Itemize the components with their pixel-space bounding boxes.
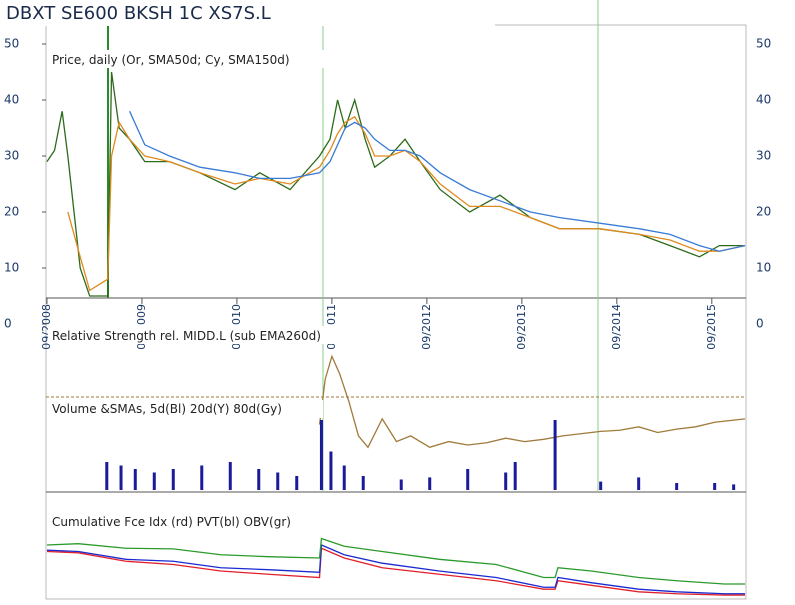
y-tick-label: 40 [4,93,19,107]
panel-label-box [48,326,346,344]
series-line [46,544,746,595]
y2-tick-label: 50 [756,37,771,51]
chart-title: DBXT SE600 BKSH 1C XS7S.L [6,3,271,24]
series-line [318,354,746,449]
volume-bar [599,481,603,490]
volume-bar [553,420,557,490]
volume-bar [361,476,365,490]
panel-label: Cumulative Fce Idx (rd) PVT(bl) OBV(gr) [52,515,291,529]
volume-bar [342,465,346,490]
series-line [46,537,746,585]
y-tick-label: 50 [4,37,19,51]
volume-bar [513,462,517,490]
series-line [128,110,746,252]
panel-label: Volume &SMAs, 5d(Bl) 20d(Y) 80d(Gy) [52,402,282,416]
volume-bar [319,420,323,490]
y-tick-label: 30 [4,149,19,163]
y2-tick-label: 40 [756,93,771,107]
volume-bar [466,469,470,490]
y2-tick-label: 20 [756,205,771,219]
series-line [67,115,746,292]
volume-bar [428,477,432,490]
title-box [0,0,495,26]
volume-bar [228,462,232,490]
volume-bar [119,465,123,490]
panel-label-box [48,400,323,418]
volume-bar [276,472,280,490]
volume-bar [504,472,508,490]
series-line [46,547,746,596]
x-tick-label: 09/2012 [420,304,433,350]
y2-tick-label: 10 [756,261,771,275]
panel-label-box [48,50,346,68]
y2-tick-label: 30 [756,149,771,163]
volume-bar [732,484,736,490]
y-tick-label: 20 [4,205,19,219]
volume-bar [713,483,717,490]
volume-bar [637,477,641,490]
x-tick-label: 09/2014 [610,304,623,350]
volume-bar [171,469,175,490]
panel-label: Price, daily (Or, SMA50d; Cy, SMA150d) [52,53,290,67]
volume-bar [105,462,109,490]
x-tick-label: 09/2013 [515,304,528,350]
volume-bar [329,451,333,490]
volume-bar [200,465,204,490]
volume-bar [675,483,679,490]
volume-bar [295,476,299,490]
y-tick-label: 10 [4,261,19,275]
panel-label-box [48,512,346,530]
volume-bar [133,469,137,490]
volume-bar [152,472,156,490]
volume-bar [257,469,261,490]
x-tick-label: 09/2015 [705,304,718,350]
y2-tick-label: 0 [756,317,764,331]
panel-label: Relative Strength rel. MIDD.L (sub EMA26… [52,329,321,343]
volume-bar [399,479,403,490]
y-tick-label: 0 [4,317,12,331]
